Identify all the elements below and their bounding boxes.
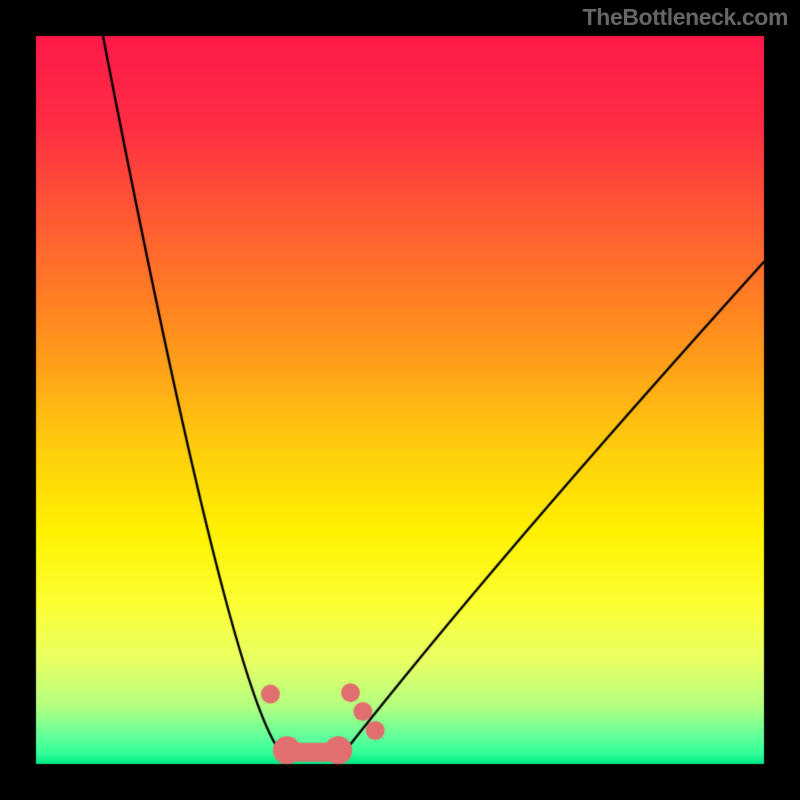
chart-stage: TheBottleneck.com — [0, 0, 800, 800]
watermark-text: TheBottleneck.com — [583, 4, 788, 31]
bottleneck-chart-canvas — [0, 0, 800, 800]
